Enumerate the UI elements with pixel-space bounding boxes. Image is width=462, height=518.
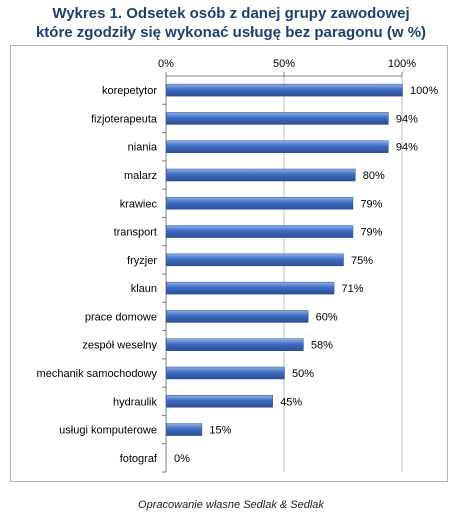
- source-note: Opracowanie własne Sedlak & Sedlak: [138, 499, 324, 511]
- category-label: zespół weselny: [82, 340, 157, 352]
- value-label: 60%: [316, 311, 338, 323]
- category-label: prace domowe: [85, 311, 157, 323]
- category-label: korepetytor: [102, 85, 157, 97]
- category-label: usługi komputerowe: [59, 425, 157, 437]
- bar-zespół-weselny: [166, 338, 304, 351]
- bar-mechanik-samochodowy: [166, 366, 285, 380]
- category-label: malarz: [124, 170, 157, 182]
- bar-krawiec: [166, 197, 354, 210]
- value-label: 100%: [410, 85, 438, 97]
- category-label: fizjoterapeuta: [91, 113, 158, 125]
- category-label: krawiec: [120, 198, 158, 210]
- labels: 0% 50% 100% korepetytor 100% fizjoterapeuta 94…: [37, 58, 439, 465]
- bar-niania: [166, 140, 389, 153]
- value-label: 94%: [396, 113, 418, 125]
- value-label: 79%: [360, 198, 382, 210]
- category-label: niania: [128, 142, 158, 154]
- x-tick-label: 50%: [273, 58, 295, 70]
- bar-usługi-komputerowe: [166, 423, 203, 436]
- category-label: mechanik samochodowy: [37, 368, 158, 380]
- bar-prace-domowe: [166, 310, 309, 323]
- chart-frame: [10, 45, 448, 482]
- bar-fryzjer: [166, 253, 344, 267]
- value-label: 79%: [360, 227, 382, 239]
- category-label: klaun: [131, 283, 157, 295]
- x-tick-label: 0%: [158, 58, 174, 70]
- bar-klaun: [166, 281, 335, 295]
- grid-lines: [162, 72, 403, 473]
- value-label: 80%: [363, 170, 385, 182]
- value-label: 94%: [396, 142, 418, 154]
- bar-malarz: [166, 168, 356, 182]
- category-label: fotograf: [120, 453, 158, 465]
- value-label: 75%: [351, 255, 373, 267]
- bar-korepetytor: [166, 83, 403, 97]
- bar-fizjoterapeuta: [166, 112, 389, 125]
- category-label: fryzjer: [127, 255, 157, 267]
- bar-transport: [166, 225, 354, 238]
- x-tick-label: 100%: [388, 58, 416, 70]
- bars: [166, 83, 403, 436]
- chart-title-line-2: które zgodziły się wykonać usługę bez pa…: [35, 24, 427, 41]
- value-label: 0%: [174, 453, 190, 465]
- category-label: hydraulik: [113, 396, 158, 408]
- value-label: 45%: [280, 396, 302, 408]
- value-label: 50%: [292, 368, 314, 380]
- bar-hydraulik: [166, 395, 273, 408]
- chart-title: Wykres 1. Odsetek osób z danej grupy zaw…: [0, 4, 462, 42]
- value-label: 58%: [311, 340, 333, 352]
- chart-title-line-1: Wykres 1. Odsetek osób z danej grupy zaw…: [52, 5, 410, 22]
- category-label: transport: [114, 227, 157, 239]
- value-label: 15%: [209, 425, 231, 437]
- value-label: 71%: [342, 283, 364, 295]
